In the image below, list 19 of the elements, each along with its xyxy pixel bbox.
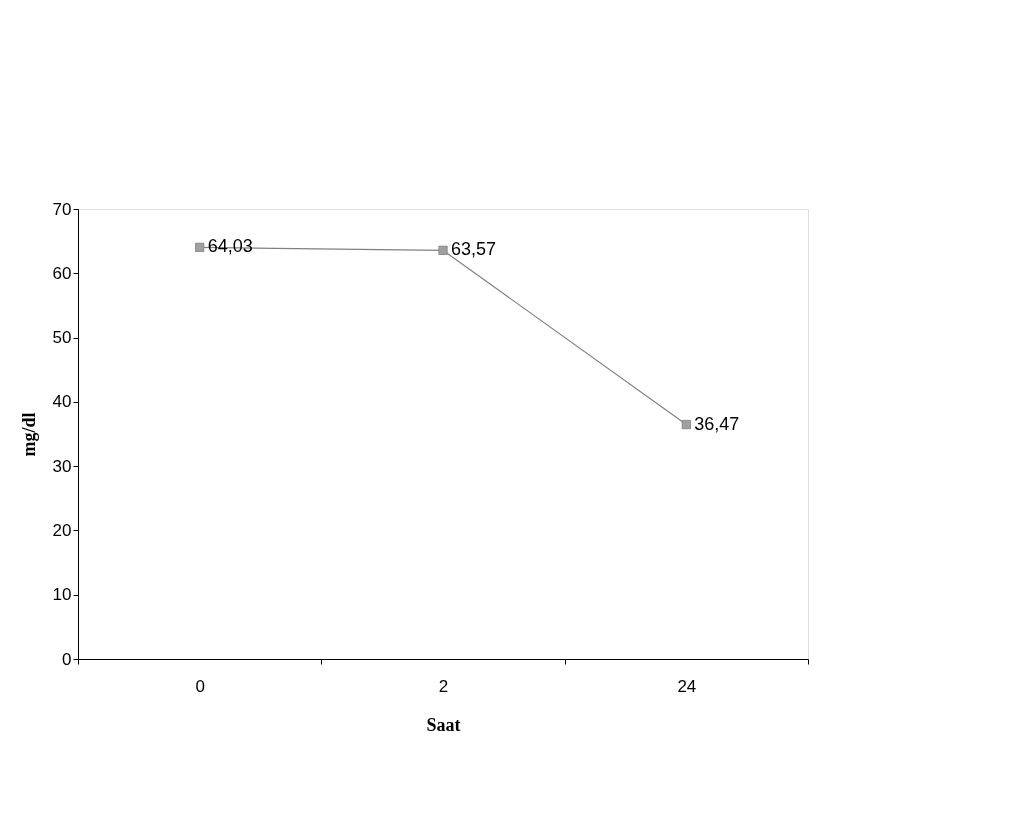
y-tick-label: 0	[62, 649, 72, 669]
data-label: 64,03	[207, 236, 253, 257]
x-tick-label: 2	[438, 676, 449, 696]
y-axis-title: mg/dl	[18, 412, 39, 457]
y-tick-label: 60	[52, 263, 72, 283]
data-label: 36,47	[694, 413, 740, 434]
x-tick-label: 0	[195, 676, 205, 696]
y-tick-label: 10	[52, 585, 72, 605]
x-tick-label: 24	[677, 676, 697, 696]
data-label: 63,57	[451, 239, 497, 260]
point	[195, 242, 205, 252]
point	[438, 245, 448, 255]
y-tick-label: 20	[52, 520, 72, 540]
y-tick-label: 50	[52, 328, 72, 348]
y-tick-label: 30	[52, 456, 72, 476]
y-tick-label: 40	[52, 392, 72, 412]
point	[681, 419, 691, 430]
x-axis-title: Saat	[426, 714, 461, 735]
y-tick-label: 70	[52, 199, 72, 219]
